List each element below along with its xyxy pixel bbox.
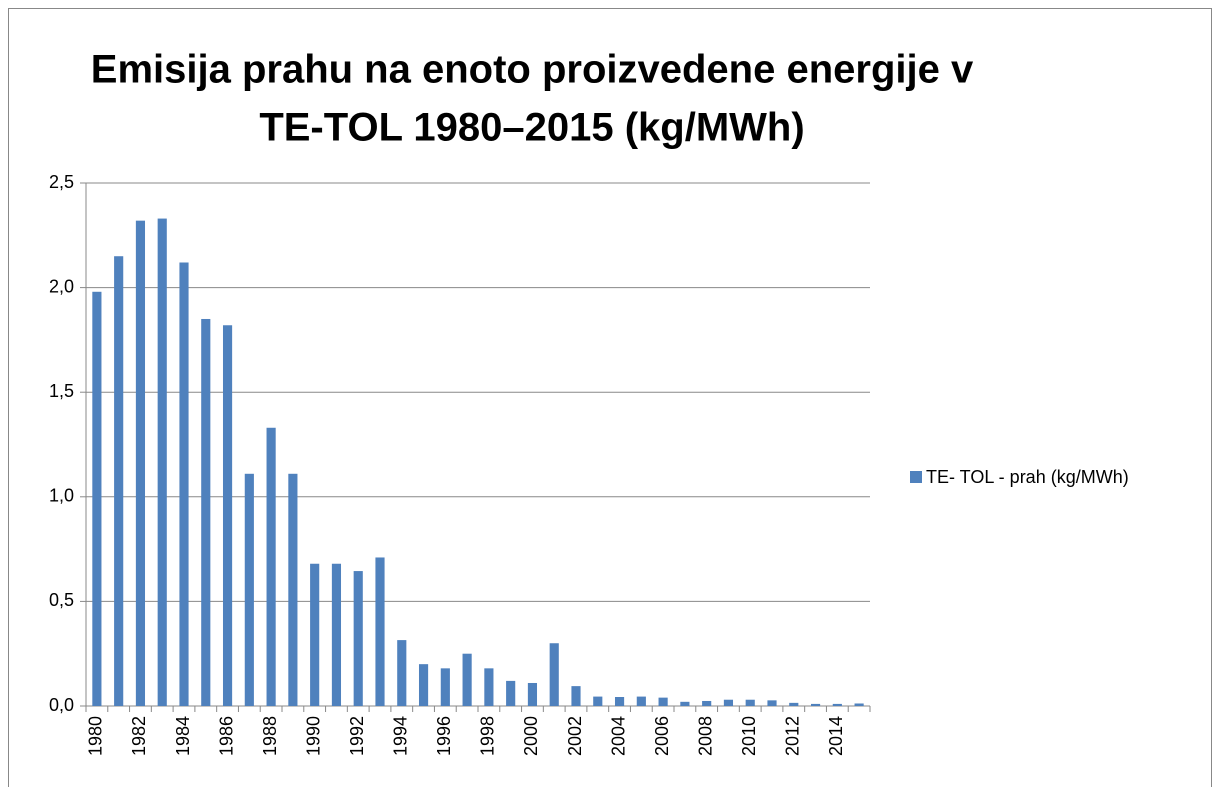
bar: [702, 700, 712, 706]
x-tick-label: 1986: [216, 716, 236, 756]
bar: [484, 668, 494, 706]
bar: [157, 218, 167, 706]
bar: [331, 563, 342, 706]
bar: [266, 427, 276, 706]
x-tick-label: 1998: [478, 716, 498, 756]
bar: [418, 664, 429, 706]
bar: [636, 696, 646, 706]
x-tick-label: 1992: [347, 716, 367, 756]
bar: [201, 318, 211, 706]
x-tick-label: 2002: [565, 716, 585, 756]
y-tick-label: 0,0: [49, 695, 74, 715]
bar: [527, 682, 538, 706]
x-tick-label: 2008: [695, 716, 715, 756]
bar: [571, 686, 581, 706]
x-tick-label: 2012: [783, 716, 803, 756]
x-tick-label: 1994: [391, 716, 411, 756]
bar: [810, 703, 821, 706]
bar: [745, 699, 755, 706]
bar: [288, 473, 298, 706]
bar: [614, 697, 625, 706]
y-tick-label: 1,0: [49, 486, 74, 506]
x-tick-label: 2014: [826, 716, 846, 756]
chart-title: Emisija prahu na enoto proizvedene energ…: [91, 48, 974, 92]
bar: [92, 291, 102, 706]
bar: [593, 696, 603, 706]
bar: [353, 571, 363, 706]
bar: [506, 680, 516, 706]
bar: [244, 473, 254, 706]
bar: [114, 256, 124, 706]
bar: [789, 702, 799, 706]
y-tick-label: 0,5: [49, 590, 74, 610]
x-tick-label: 1984: [173, 716, 193, 756]
x-tick-label: 2004: [608, 716, 628, 756]
legend-swatch: [910, 471, 922, 483]
bar: [549, 643, 559, 706]
bar: [179, 262, 189, 706]
x-tick-label: 2000: [521, 716, 541, 756]
y-tick-label: 1,5: [49, 381, 74, 401]
bar: [222, 325, 233, 706]
x-tick-label: 1990: [303, 716, 323, 756]
bar: [375, 557, 385, 706]
bar: [440, 668, 450, 706]
bar: [832, 703, 842, 706]
bar: [310, 563, 320, 706]
bar: [767, 700, 777, 706]
bar: [397, 640, 407, 706]
y-tick-label: 2,5: [49, 172, 74, 192]
bar: [658, 697, 668, 706]
bar: [135, 220, 146, 706]
x-tick-label: 1996: [434, 716, 454, 756]
y-tick-label: 2,0: [49, 276, 74, 296]
chart-title: TE-TOL 1980–2015 (kg/MWh): [259, 106, 804, 150]
bar: [462, 653, 472, 706]
bar: [680, 701, 690, 706]
legend-label: TE- TOL - prah (kg/MWh): [926, 467, 1129, 487]
x-tick-label: 1988: [260, 716, 280, 756]
bar: [723, 699, 734, 706]
x-tick-label: 2006: [652, 716, 672, 756]
x-tick-label: 1982: [129, 716, 149, 756]
x-tick-label: 1980: [86, 716, 106, 756]
bar: [854, 703, 864, 706]
x-tick-label: 2010: [739, 716, 759, 756]
